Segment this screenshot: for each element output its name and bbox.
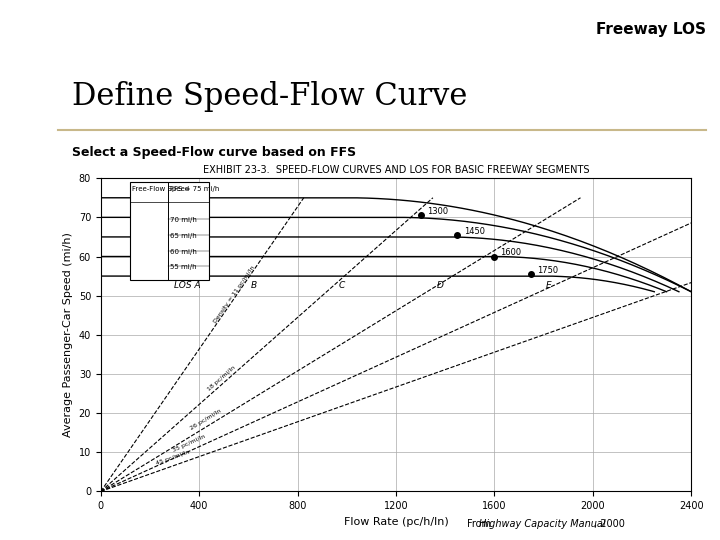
Text: Density = 11 pc/mi/ln: Density = 11 pc/mi/ln [212,265,256,324]
Text: 1750: 1750 [537,266,559,275]
Text: 1300: 1300 [427,207,448,216]
Text: FFS = 75 mi/h: FFS = 75 mi/h [170,186,219,192]
Text: Define Speed-Flow Curve: Define Speed-Flow Curve [72,81,467,112]
Text: , 2000: , 2000 [594,519,625,529]
Text: 26 pc/mi/ln: 26 pc/mi/ln [189,409,222,431]
Text: D: D [437,281,444,291]
Text: Select a Speed-Flow curve based on FFS: Select a Speed-Flow curve based on FFS [72,146,356,159]
Text: C: C [338,281,345,291]
Text: Free-Flow Speed: Free-Flow Speed [132,186,189,192]
Text: 70 mi/h: 70 mi/h [170,217,197,224]
Text: 60 mi/h: 60 mi/h [170,248,197,255]
Text: LOS A: LOS A [174,281,200,291]
Text: E: E [546,281,552,291]
Text: 18 pc/mi/ln: 18 pc/mi/ln [207,365,236,392]
Text: From: From [467,519,494,529]
Text: 55 mi/h: 55 mi/h [170,265,197,271]
Text: 1450: 1450 [464,227,485,236]
X-axis label: Flow Rate (pc/h/ln): Flow Rate (pc/h/ln) [343,517,449,526]
Text: 65 mi/h: 65 mi/h [170,233,197,239]
Text: CEE 320
Spring 2008: CEE 320 Spring 2008 [10,453,30,508]
Bar [130,182,209,280]
Text: 35 pc/mi/ln: 35 pc/mi/ln [172,434,207,453]
Title: EXHIBIT 23-3.  SPEED-FLOW CURVES AND LOS FOR BASIC FREEWAY SEGMENTS: EXHIBIT 23-3. SPEED-FLOW CURVES AND LOS … [203,165,589,174]
Text: 1600: 1600 [500,248,522,258]
Text: Freeway LOS: Freeway LOS [595,22,706,37]
Text: Highway Capacity Manual: Highway Capacity Manual [479,519,606,529]
Text: B: B [251,281,256,291]
Y-axis label: Average Passenger-Car Speed (mi/h): Average Passenger-Car Speed (mi/h) [63,232,73,437]
Text: 45 pc/mi/ln: 45 pc/mi/ln [155,450,190,467]
